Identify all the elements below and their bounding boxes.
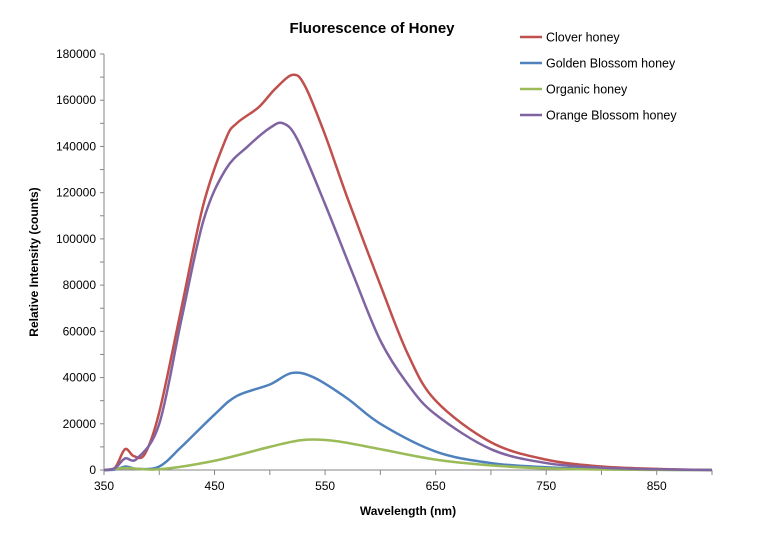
y-tick-label: 140000 bbox=[56, 139, 96, 153]
x-tick-label: 550 bbox=[315, 479, 335, 493]
y-tick-label: 40000 bbox=[63, 371, 97, 385]
y-tick-label: 100000 bbox=[56, 232, 96, 246]
legend-label: Golden Blossom honey bbox=[546, 57, 676, 71]
y-tick-label: 180000 bbox=[56, 47, 96, 61]
y-tick-label: 20000 bbox=[63, 417, 97, 431]
series-line-clover-honey bbox=[103, 73, 713, 472]
x-axis-label: Wavelength (nm) bbox=[360, 504, 456, 518]
legend-label: Clover honey bbox=[546, 31, 620, 45]
x-tick-label: 650 bbox=[426, 479, 446, 493]
series-line-organic-honey bbox=[103, 438, 713, 472]
series-line-orange-blossom-honey bbox=[103, 121, 713, 472]
chart-title: Fluorescence of Honey bbox=[289, 20, 455, 37]
x-tick-label: 450 bbox=[205, 479, 225, 493]
x-tick-label: 750 bbox=[536, 479, 556, 493]
x-tick-label: 850 bbox=[647, 479, 667, 493]
y-axis-label: Relative Intensity (counts) bbox=[27, 187, 41, 336]
x-tick-label: 350 bbox=[94, 479, 114, 493]
y-tick-label: 80000 bbox=[63, 278, 97, 292]
legend-label: Orange Blossom honey bbox=[546, 109, 677, 123]
y-tick-label: 160000 bbox=[56, 93, 96, 107]
y-tick-label: 60000 bbox=[63, 324, 97, 338]
y-tick-label: 120000 bbox=[56, 186, 96, 200]
y-tick-label: 0 bbox=[89, 463, 96, 477]
legend-label: Organic honey bbox=[546, 83, 628, 97]
legend: Clover honey Golden Blossom honey Organic … bbox=[520, 31, 677, 123]
